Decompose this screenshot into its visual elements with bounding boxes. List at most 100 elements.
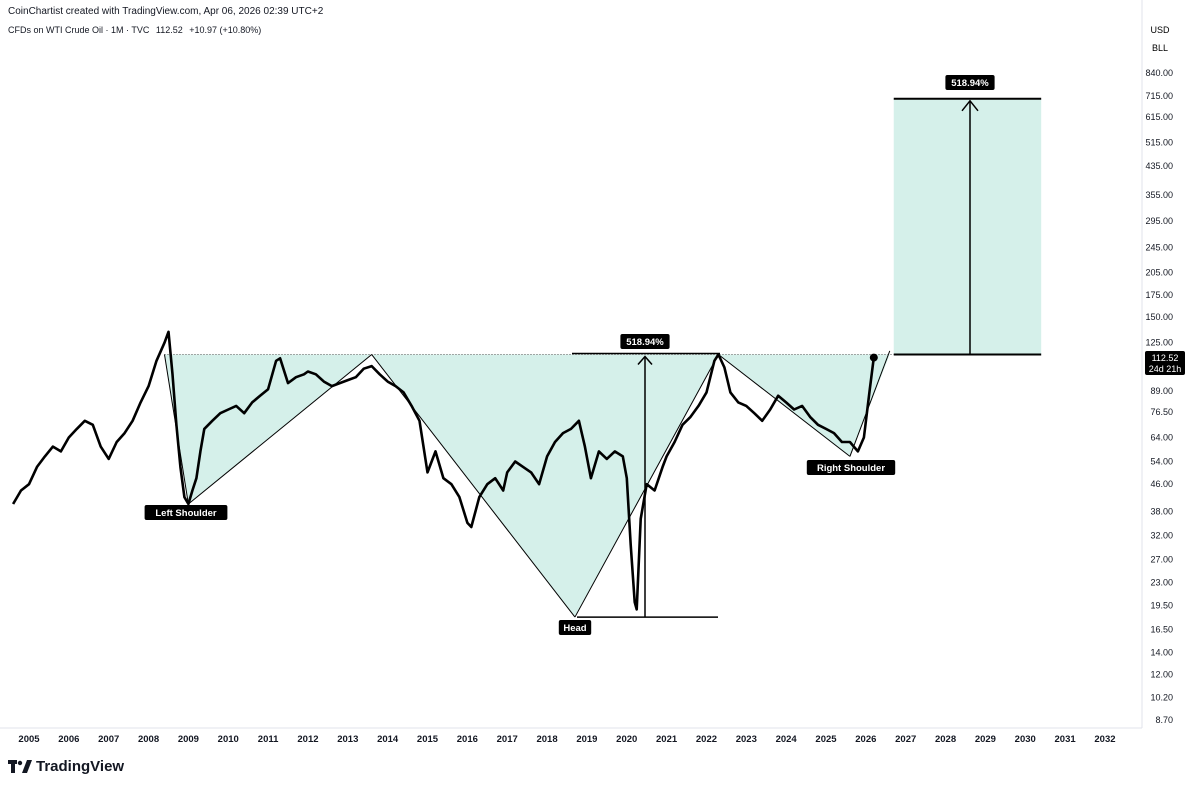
time-axis-ticks: 2005 2006 2007 2008 2009 2010 2011 2012 2013 2014… — [18, 734, 1115, 745]
time-tick-label: 2032 — [1094, 734, 1115, 745]
annotation-layer: Left Shoulder Head Right Shoulder 518.94% 51… — [144, 75, 1042, 635]
time-tick-label: 2016 — [457, 734, 478, 745]
price-tick-label: 205.00 — [1145, 268, 1173, 278]
measure-percent-label: 518.94% — [620, 334, 670, 349]
annotation-badge — [806, 460, 896, 475]
annotation-badge — [620, 334, 670, 349]
symbol-label: CFDs on WTI Crude Oil · 1M · TVC — [8, 25, 150, 35]
head-fill — [371, 354, 719, 618]
price-tick-label: 245.00 — [1145, 242, 1173, 252]
price-tick-label: 76.50 — [1150, 407, 1173, 417]
pattern-outline-line — [188, 354, 373, 505]
pattern-outline-line — [849, 350, 891, 457]
current-price-value: 112.52 — [1152, 353, 1179, 363]
time-tick-label: 2025 — [815, 734, 837, 745]
target-arrow-head — [961, 99, 979, 112]
price-tick-label: 8.70 — [1155, 715, 1173, 725]
annotation-text: 518.94% — [951, 78, 989, 89]
right-shoulder-label: Right Shoulder — [806, 460, 896, 475]
annotation-badge — [945, 75, 995, 90]
time-tick-label: 2012 — [297, 734, 318, 745]
tradingview-wordmark: TradingView — [36, 758, 125, 775]
tradingview-logo-icon — [8, 759, 32, 773]
price-tick-label: 14.00 — [1150, 648, 1173, 658]
time-tick-label: 2020 — [616, 734, 637, 745]
target-percent-label: 518.94% — [945, 75, 995, 90]
price-tick-label: 16.50 — [1150, 624, 1173, 634]
annotation-text: Left Shoulder — [155, 508, 217, 519]
current-price-marker: 112.52 24d 21h — [1145, 351, 1185, 375]
time-tick-label: 2013 — [337, 734, 358, 745]
axis-layer: USD BLL 840.00 715.00 615.00 515.00 435.00 35… — [0, 0, 1185, 745]
annotation-text: Right Shoulder — [817, 463, 885, 474]
tradingview-logo[interactable]: TradingView — [8, 758, 124, 775]
time-tick-label: 2022 — [696, 734, 717, 745]
symbol-legend[interactable]: CFDs on WTI Crude Oil · 1M · TVC 112.52 … — [8, 25, 265, 35]
time-tick-label: 2019 — [576, 734, 597, 745]
price-tick-label: 175.00 — [1145, 290, 1173, 300]
last-price-dot — [869, 353, 878, 362]
time-tick-label: 2005 — [18, 734, 40, 745]
price-tick-label: 38.00 — [1150, 506, 1173, 516]
price-change: +10.97 (+10.80%) — [189, 25, 262, 35]
price-tick-label: 295.00 — [1145, 216, 1173, 226]
time-tick-label: 2027 — [895, 734, 916, 745]
pattern-layer — [163, 98, 1042, 618]
price-tick-label: 32.00 — [1150, 531, 1173, 541]
time-tick-label: 2017 — [497, 734, 518, 745]
right-shoulder-fill — [718, 354, 890, 457]
time-tick-label: 2029 — [975, 734, 996, 745]
bar-countdown: 24d 21h — [1149, 364, 1182, 374]
price-tick-label: 125.00 — [1145, 338, 1173, 348]
time-tick-label: 2026 — [855, 734, 876, 745]
price-tick-label: 23.00 — [1150, 577, 1173, 587]
price-tick-label: 64.00 — [1150, 432, 1173, 442]
price-tick-label: 54.00 — [1150, 457, 1173, 467]
annotation-badge — [558, 620, 592, 635]
unit-label: BLL — [1152, 43, 1168, 53]
pattern-outline-line — [718, 354, 851, 457]
price-tick-label: 355.00 — [1145, 190, 1173, 200]
time-tick-label: 2021 — [656, 734, 678, 745]
price-line — [11, 330, 876, 611]
price-tick-label: 89.00 — [1150, 386, 1173, 396]
price-tick-label: 150.00 — [1145, 312, 1173, 322]
time-tick-label: 2030 — [1015, 734, 1036, 745]
time-tick-label: 2023 — [736, 734, 757, 745]
annotation-text: 518.94% — [626, 337, 664, 348]
time-tick-label: 2009 — [178, 734, 199, 745]
price-tick-label: 840.00 — [1145, 68, 1173, 78]
current-price-badge — [1145, 351, 1185, 375]
time-tick-label: 2014 — [377, 734, 399, 745]
left-shoulder-label: Left Shoulder — [144, 505, 228, 520]
price-tick-label: 515.00 — [1145, 137, 1173, 147]
annotation-text: Head — [563, 623, 586, 634]
time-tick-label: 2007 — [98, 734, 119, 745]
time-tick-label: 2018 — [536, 734, 557, 745]
measure-arrow-head — [637, 355, 653, 366]
time-tick-label: 2024 — [776, 734, 798, 745]
head-label: Head — [558, 620, 592, 635]
price-tick-label: 435.00 — [1145, 161, 1173, 171]
time-tick-label: 2031 — [1055, 734, 1077, 745]
price-axis-ticks: 840.00 715.00 615.00 515.00 435.00 355.00 295.… — [1145, 68, 1173, 725]
price-tick-label: 715.00 — [1145, 91, 1173, 101]
last-price: 112.52 — [155, 25, 183, 35]
price-tick-label: 12.00 — [1150, 669, 1173, 679]
series-layer — [11, 330, 878, 611]
time-tick-label: 2008 — [138, 734, 159, 745]
time-tick-label: 2006 — [58, 734, 79, 745]
left-shoulder-fill — [164, 354, 372, 504]
chart-credit: CoinChartist created with TradingView.co… — [8, 6, 324, 17]
time-tick-label: 2028 — [935, 734, 956, 745]
currency-label: USD — [1150, 25, 1170, 35]
time-tick-label: 2010 — [218, 734, 239, 745]
annotation-badge — [144, 505, 228, 520]
time-tick-label: 2015 — [417, 734, 439, 745]
price-tick-label: 615.00 — [1145, 112, 1173, 122]
price-tick-label: 46.00 — [1150, 479, 1173, 489]
price-tick-label: 19.50 — [1150, 601, 1173, 611]
time-tick-label: 2011 — [258, 734, 279, 745]
price-tick-label: 10.20 — [1150, 692, 1173, 702]
